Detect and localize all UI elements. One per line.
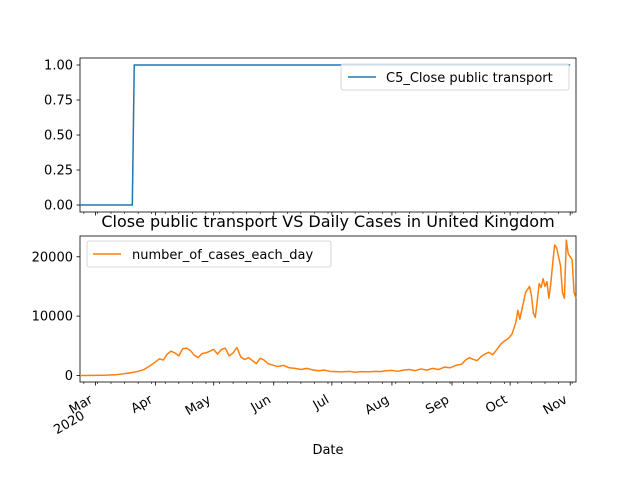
bottom-y-axis: 0 10000 20000: [32, 250, 80, 384]
y-tick-label: 0: [65, 369, 73, 384]
top-legend-box: [340, 63, 570, 91]
x-axis-label: Date: [312, 443, 343, 458]
y-tick-label: 0.25: [44, 164, 73, 179]
x-tick-label: Apr: [129, 392, 157, 417]
bottom-legend-box: [86, 240, 332, 268]
y-tick-label: 0.75: [44, 94, 73, 109]
y-tick-label: 0.50: [44, 129, 73, 144]
x-tick-label: Nov: [541, 392, 571, 418]
x-tick-label: Aug: [362, 392, 391, 418]
x-tick-label: May: [183, 392, 214, 419]
y-tick-label: 10000: [32, 310, 73, 325]
top-subplot: 0.00 0.25 0.50 0.75 1.00 C5_Close public tra…: [44, 57, 577, 216]
series-line-daily-cases: [79, 239, 577, 377]
bottom-legend: number_of_cases_each_day: [86, 240, 332, 268]
top-x-ticks: [83, 212, 573, 216]
top-legend-label: C5_Close public transport: [386, 71, 553, 86]
y-tick-label: 1.00: [44, 59, 73, 74]
x-tick-label: Jun: [248, 392, 274, 416]
y-tick-label: 20000: [32, 250, 73, 265]
x-tick-label: Oct: [483, 392, 510, 416]
top-y-axis: 0.00 0.25 0.50 0.75 1.00: [44, 59, 80, 214]
y-tick-label: 0.00: [44, 199, 73, 214]
x-tick-label: Sep: [423, 392, 452, 417]
top-legend: C5_Close public transport: [340, 63, 570, 91]
chart-title: Close public transport VS Daily Cases in…: [101, 212, 554, 231]
x-tick-label: Jul: [310, 392, 332, 413]
x-tick-year-label: 2020: [51, 408, 87, 438]
bottom-legend-label: number_of_cases_each_day: [132, 248, 313, 263]
bottom-subplot: Close public transport VS Daily Cases in…: [32, 212, 577, 458]
